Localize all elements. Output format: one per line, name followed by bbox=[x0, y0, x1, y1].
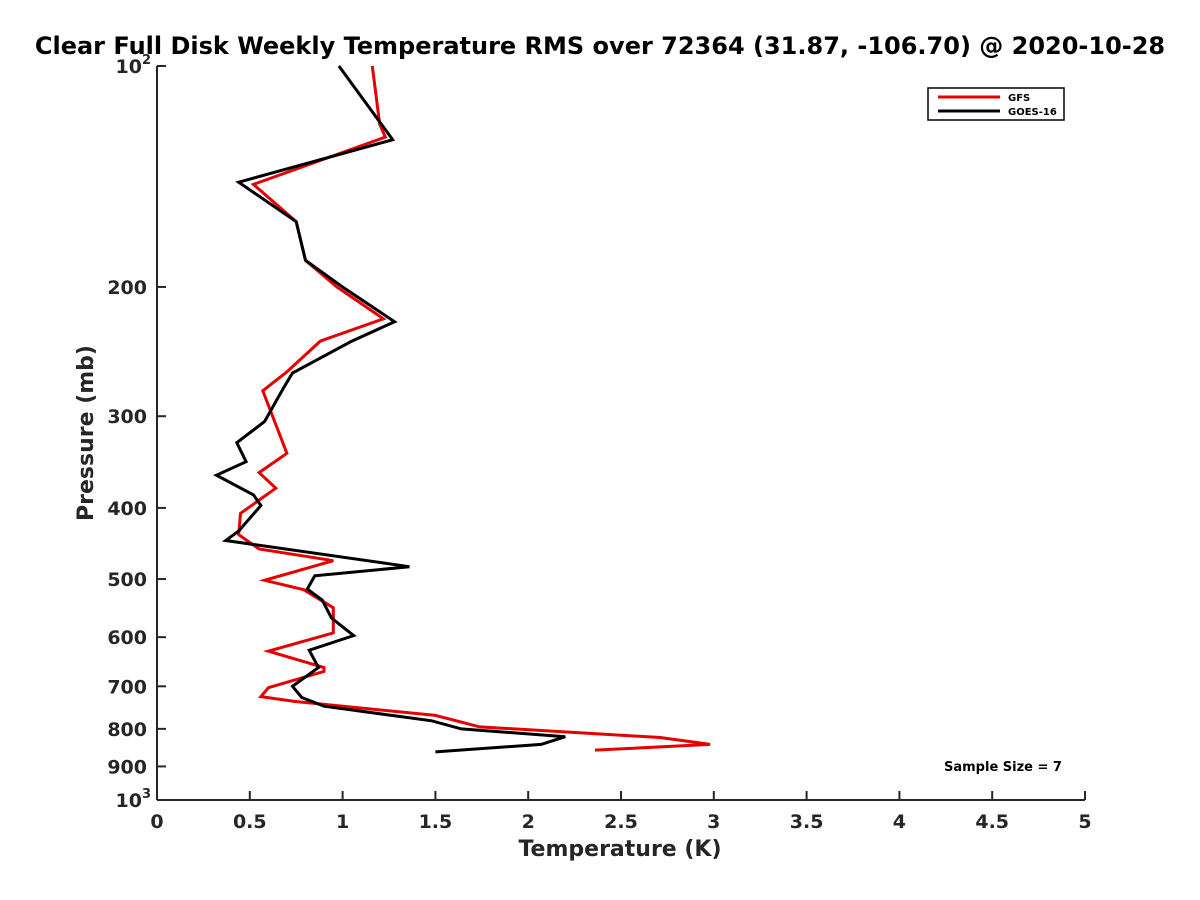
series-layer bbox=[213, 65, 711, 754]
y-tick-label: 102 bbox=[116, 53, 152, 78]
series-line-goes-16 bbox=[213, 65, 566, 754]
x-axis-label: Temperature (K) bbox=[518, 837, 721, 862]
y-tick-exponent: 2 bbox=[142, 53, 151, 68]
y-tick-label: 400 bbox=[107, 498, 147, 520]
axes: 0 0.5 1 1.5 2 2.5 3 3.5 4 4.5 51022003004005006007… bbox=[107, 53, 1091, 833]
y-tick-base: 10 bbox=[116, 56, 142, 78]
y-tick-exponent: 3 bbox=[142, 787, 151, 802]
y-tick-label: 300 bbox=[107, 406, 147, 428]
y-tick-label: 200 bbox=[107, 277, 147, 299]
x-tick-label: 0 bbox=[150, 811, 163, 833]
x-tick-label: 4 bbox=[893, 811, 906, 833]
series-line-gfs bbox=[237, 65, 711, 752]
y-tick-label: 800 bbox=[107, 719, 147, 741]
x-tick-label: 1 bbox=[336, 811, 349, 833]
chart-title: Clear Full Disk Weekly Temperature RMS o… bbox=[35, 32, 1165, 60]
annotations: Sample Size = 7 bbox=[944, 760, 1062, 775]
y-axis-label: Pressure (mb) bbox=[74, 345, 99, 521]
x-tick-label: 3.5 bbox=[790, 811, 824, 833]
y-tick-label: 500 bbox=[107, 569, 147, 591]
x-tick-label: 2 bbox=[522, 811, 535, 833]
x-tick-label: 5 bbox=[1078, 811, 1091, 833]
x-tick-label: 4.5 bbox=[975, 811, 1009, 833]
x-tick-label: 2.5 bbox=[604, 811, 638, 833]
y-tick-label: 700 bbox=[107, 676, 147, 698]
y-tick-label: 600 bbox=[107, 627, 147, 649]
legend-label: GFS bbox=[1008, 93, 1030, 104]
legend-box bbox=[927, 87, 1065, 121]
x-tick-label: 1.5 bbox=[419, 811, 453, 833]
x-tick-label: 3 bbox=[707, 811, 720, 833]
y-tick-label: 900 bbox=[107, 756, 147, 778]
y-tick-base: 10 bbox=[116, 790, 142, 812]
legend: GFS GOES-16 bbox=[927, 87, 1065, 121]
legend-label: GOES-16 bbox=[1008, 107, 1057, 118]
y-tick-label: 103 bbox=[116, 787, 152, 812]
x-tick-label: 0.5 bbox=[233, 811, 267, 833]
sample-size-annotation: Sample Size = 7 bbox=[944, 760, 1062, 775]
